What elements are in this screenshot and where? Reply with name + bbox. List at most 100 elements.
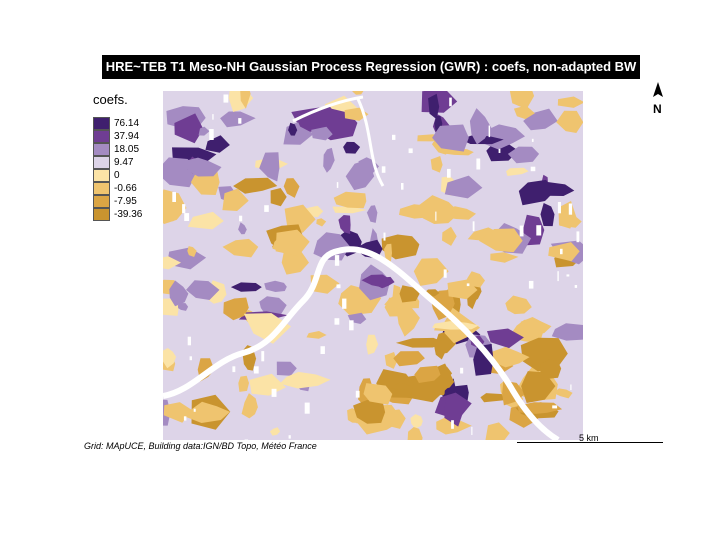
no-data-gap [334, 255, 340, 266]
map-cell [269, 427, 281, 436]
map-cell [513, 105, 535, 120]
no-data-gap [476, 158, 481, 170]
map-cell [243, 313, 291, 344]
map-cell [345, 159, 375, 191]
map-cell [163, 256, 181, 270]
map-cell [283, 178, 300, 198]
no-data-gap [223, 94, 229, 103]
map-cell [444, 394, 466, 427]
no-data-gap [531, 138, 534, 142]
legend-title: coefs. [93, 92, 128, 107]
map-cell [518, 179, 555, 206]
map-cell [182, 157, 222, 177]
no-data-gap [239, 215, 243, 222]
no-data-gap [392, 134, 396, 140]
map-cell [384, 352, 398, 369]
no-data-gap [451, 420, 454, 429]
map-cell [395, 337, 446, 348]
no-data-gap [253, 366, 259, 374]
map-cell [366, 205, 378, 223]
map-cell [187, 211, 224, 230]
map-cell [187, 246, 197, 257]
no-data-gap [172, 192, 176, 202]
no-data-gap [342, 298, 347, 309]
no-data-gap [349, 320, 354, 331]
map-cell [399, 285, 420, 303]
north-arrow: N [646, 82, 670, 118]
no-data-gap [472, 221, 475, 232]
map-cell [352, 91, 364, 95]
map-cell [174, 113, 204, 144]
map-cell [393, 351, 425, 367]
map-cell [198, 126, 210, 136]
map-cell [223, 297, 249, 321]
map-cell [559, 216, 582, 228]
map-cell [436, 417, 472, 435]
map-cell [553, 388, 573, 399]
map-cell [288, 122, 298, 136]
legend-label: 76.14 [114, 118, 140, 129]
legend-item: -39.36 [93, 208, 173, 221]
no-data-gap [401, 183, 404, 190]
map-cell [186, 280, 220, 300]
legend-item: -0.66 [93, 182, 173, 195]
no-data-gap [232, 366, 236, 373]
map-cell [432, 124, 469, 152]
map-cell [306, 331, 327, 339]
no-data-gap [460, 367, 464, 374]
map-cell [259, 152, 280, 182]
river [163, 246, 560, 440]
map-title: HRE~TEB T1 Meso-NH Gaussian Process Regr… [102, 55, 640, 79]
map-cell [332, 206, 367, 214]
map-cell [238, 222, 247, 235]
north-arrow-icon [653, 82, 663, 97]
no-data-gap [557, 271, 559, 282]
map-cell [507, 146, 540, 164]
map-area[interactable] [163, 91, 583, 440]
no-data-gap [304, 402, 310, 414]
map-cell [521, 371, 556, 403]
map-cell [275, 229, 310, 257]
no-data-gap [182, 204, 186, 214]
no-data-gap [383, 232, 386, 241]
legend-label: -0.66 [114, 183, 137, 194]
choropleth-map[interactable] [163, 91, 583, 440]
no-data-gap [244, 439, 249, 440]
map-cell [333, 191, 367, 209]
map-cell [238, 375, 249, 392]
no-data-gap [528, 280, 534, 289]
legend-swatch [93, 117, 110, 130]
map-cell [418, 195, 460, 224]
map-cell [485, 422, 510, 440]
map-cell [270, 188, 287, 207]
legend-swatch [93, 143, 110, 156]
map-cell [316, 218, 327, 227]
map-cell [439, 366, 453, 380]
no-data-gap [288, 435, 291, 439]
map-cell [444, 175, 483, 199]
legend-swatch [93, 169, 110, 182]
map-cell [490, 346, 530, 368]
map-cell [410, 414, 423, 429]
map-cell [264, 280, 287, 292]
map-cell [230, 282, 262, 292]
no-data-gap [189, 356, 192, 361]
no-data-gap [443, 269, 447, 278]
no-data-gap [334, 318, 340, 325]
canal [292, 95, 385, 187]
map-cell [281, 247, 309, 275]
no-data-gap [320, 346, 325, 354]
no-data-gap [466, 283, 470, 287]
legend-label: -39.36 [114, 209, 143, 220]
no-data-gap [449, 97, 452, 107]
map-cell [432, 321, 479, 330]
no-data-gap [187, 336, 191, 346]
map-cell [414, 365, 441, 383]
no-data-gap [560, 248, 563, 255]
legend-item: -7.95 [93, 195, 173, 208]
no-data-gap [536, 225, 542, 236]
map-cell [428, 93, 440, 120]
map-cell [551, 323, 583, 341]
no-data-gap [193, 408, 196, 412]
